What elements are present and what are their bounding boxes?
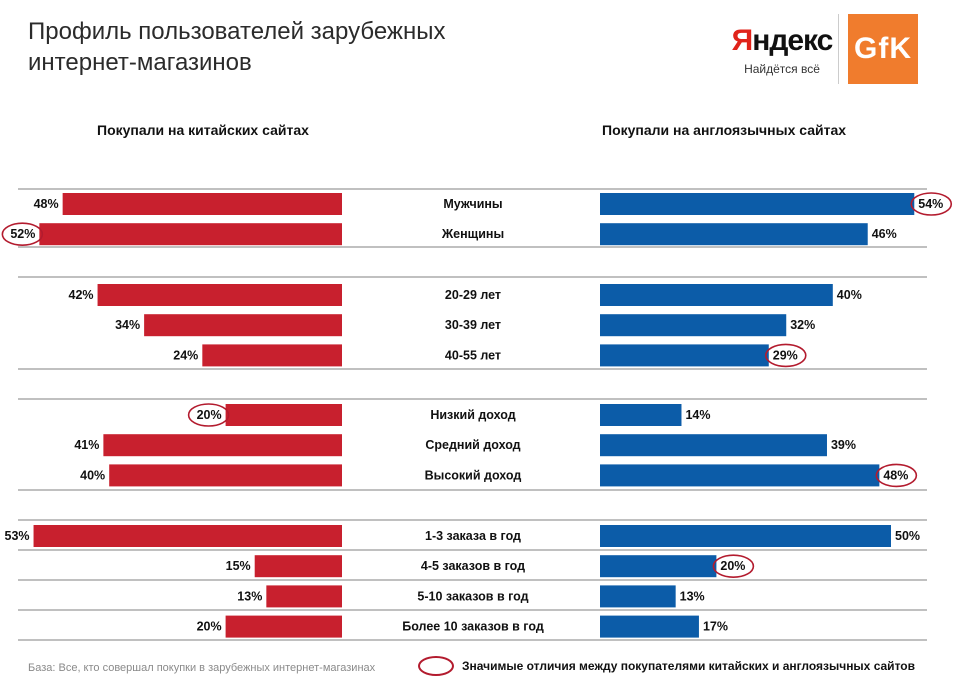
english-value-label: 54% (918, 197, 943, 211)
page-title: Профиль пользователей зарубежных интерне… (28, 16, 446, 78)
page-title-line-1: Профиль пользователей зарубежных (28, 18, 446, 45)
category-label: Низкий доход (430, 408, 515, 422)
china-bar (225, 404, 342, 426)
china-value-label: 20% (197, 620, 222, 634)
legend: Значимые отличия между покупателями кита… (418, 654, 915, 678)
yandex-logo-first-letter: Я (731, 24, 754, 57)
china-value-label: 15% (226, 559, 251, 573)
china-bar (97, 284, 342, 306)
category-label: 1-3 заказа в год (425, 529, 521, 543)
english-value-label: 48% (883, 468, 908, 482)
english-bar (600, 434, 827, 457)
english-value-label: 46% (872, 227, 897, 241)
china-bar (62, 193, 342, 215)
category-label: 20-29 лет (445, 288, 501, 302)
category-label: Высокий доход (425, 468, 522, 482)
page-title-line-2: интернет-магазинов (28, 49, 252, 76)
yandex-tagline: Найдётся всё (744, 62, 820, 76)
footer-base-note: База: Все, кто совершал покупки в зарубе… (28, 662, 376, 674)
english-highlight-circle (910, 192, 953, 216)
china-bar (144, 314, 342, 337)
english-value-label: 17% (703, 620, 728, 634)
legend-text: Значимые отличия между покупателями кита… (462, 659, 915, 673)
english-bar (600, 615, 699, 638)
category-label: 5-10 заказов в год (417, 589, 528, 603)
english-value-label: 50% (895, 529, 920, 543)
china-value-label: 41% (74, 438, 99, 452)
yandex-logo: Яндекс Найдётся всё (726, 24, 838, 76)
left-chart-title: Покупали на китайских сайтах (97, 122, 309, 138)
china-value-label: 42% (69, 288, 94, 302)
english-value-label: 29% (773, 348, 798, 362)
category-label: 40-55 лет (445, 348, 501, 362)
china-bar (39, 223, 343, 246)
english-bar (600, 585, 676, 608)
category-label: Мужчины (443, 197, 502, 211)
english-bar (600, 223, 868, 246)
english-value-label: 39% (831, 438, 856, 452)
china-bar (266, 585, 342, 608)
english-bar (600, 555, 717, 578)
logo-divider (838, 14, 839, 84)
english-value-label: 13% (680, 589, 705, 603)
english-value-label: 14% (685, 408, 710, 422)
china-value-label: 24% (173, 348, 198, 362)
china-value-label: 53% (5, 529, 30, 543)
english-highlight-circle (712, 554, 755, 579)
english-value-label: 32% (790, 318, 815, 332)
category-label: 4-5 заказов в год (421, 559, 525, 573)
china-highlight-circle (187, 403, 230, 427)
english-bar (600, 404, 682, 426)
china-bar (109, 464, 342, 487)
english-bar (600, 314, 787, 337)
china-bar (103, 434, 342, 457)
china-bar (254, 555, 342, 578)
english-highlight-circle (764, 343, 807, 368)
category-label: Женщины (441, 227, 504, 241)
english-value-label: 40% (837, 288, 862, 302)
category-label: 30-39 лет (445, 318, 501, 332)
english-value-label: 20% (720, 559, 745, 573)
china-highlight-circle (1, 222, 44, 246)
china-bar (33, 525, 342, 547)
china-value-label: 13% (237, 589, 262, 603)
right-chart-title: Покупали на англоязычных сайтах (602, 122, 847, 138)
china-bar (202, 344, 342, 367)
english-bar (600, 464, 880, 487)
yandex-logo-rest: ндекс (752, 24, 833, 57)
china-value-label: 40% (80, 468, 105, 482)
english-highlight-circle (875, 463, 918, 488)
english-bar (600, 193, 915, 215)
china-bar (225, 615, 342, 638)
category-label: Более 10 заказов в год (402, 620, 544, 634)
highlight-circle-legend-icon (418, 656, 454, 676)
english-bar (600, 344, 769, 367)
china-value-label: 48% (34, 197, 59, 211)
china-value-label: 34% (115, 318, 140, 332)
category-label: Средний доход (425, 438, 520, 452)
gfk-logo: GfK (848, 14, 918, 84)
english-bar (600, 284, 833, 306)
china-value-label: 52% (10, 227, 35, 241)
english-bar (600, 525, 891, 547)
china-value-label: 20% (197, 408, 222, 422)
